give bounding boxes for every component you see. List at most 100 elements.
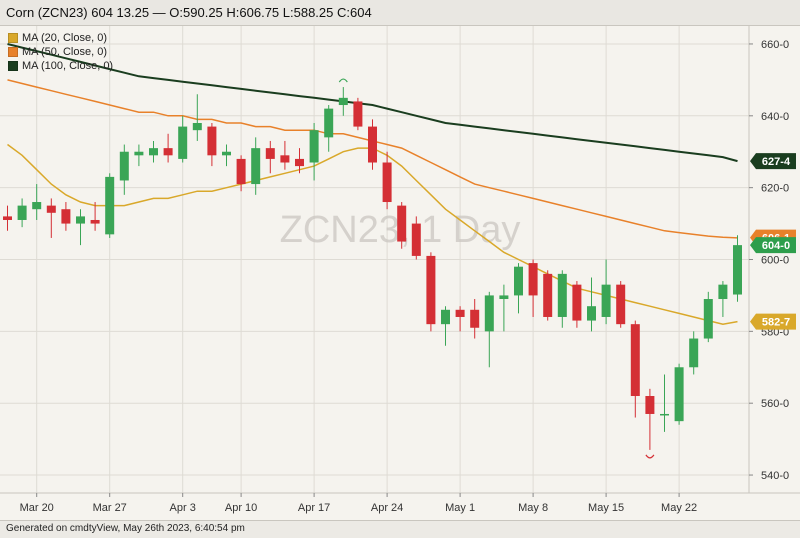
high-marker [338, 78, 348, 83]
candle-body [441, 309, 450, 325]
chart-header: Corn (ZCN23) 604 13.25 — O:590.25 H:606.… [0, 0, 800, 26]
legend-swatch [8, 47, 18, 57]
candle-body [674, 367, 684, 422]
candle-body [514, 266, 523, 296]
candle-body [718, 284, 728, 300]
ma100-line [7, 43, 738, 163]
grid-lines [0, 26, 749, 493]
candle-up [309, 122, 319, 181]
price-tag-bg [750, 313, 796, 330]
y-tick-label: 640-0 [761, 111, 789, 123]
legend-label: MA (20, Close, 0) [22, 32, 107, 44]
y-tick-label: 620-0 [761, 183, 789, 195]
price-tag-label: 627-4 [762, 156, 791, 168]
time-axis[interactable]: Mar 20 Mar 27 Apr 3 Apr 10 Apr 17 Apr 24 May 1… [20, 493, 698, 514]
x-tick-label: May 22 [661, 502, 697, 514]
candle-body [236, 158, 246, 185]
candle-down [397, 202, 407, 249]
candle-body [382, 162, 392, 203]
symbol-quote-line: Corn (ZCN23) 604 13.25 — O:590.25 H:606.… [6, 5, 372, 20]
candle-up [689, 331, 699, 375]
price-tag-label: 604-0 [762, 240, 790, 252]
candle-up [105, 173, 115, 238]
candle-body [163, 148, 173, 156]
x-tick-label: Apr 24 [371, 502, 403, 514]
candle-body [324, 108, 334, 138]
candle-down [353, 97, 363, 131]
y-tick-label: 560-0 [761, 398, 789, 410]
generated-timestamp: Generated on cmdtyView, May 26th 2023, 6… [6, 523, 245, 534]
candle-body [105, 176, 115, 235]
candle-body [660, 413, 669, 416]
legend-item[interactable]: MA (50, Close, 0) [8, 45, 113, 59]
legend-item[interactable]: MA (20, Close, 0) [8, 31, 113, 45]
price-tag-label: 582-7 [762, 317, 790, 329]
x-tick-label: Apr 3 [170, 502, 196, 514]
candle-body [76, 216, 85, 224]
legend-swatch [8, 33, 18, 43]
candle-body [616, 284, 626, 325]
candle-up [601, 259, 611, 325]
candle-up [587, 277, 596, 332]
candle-body [353, 101, 363, 127]
candle-body [397, 205, 407, 242]
plot-background [0, 26, 800, 520]
price-tag-bg [750, 153, 796, 170]
indicator-legend: MA (20, Close, 0) MA (50, Close, 0) MA (10… [8, 31, 113, 73]
candle-up [119, 144, 129, 195]
candle-up [76, 209, 85, 246]
candle-up [441, 306, 450, 346]
candle-down [630, 320, 640, 418]
x-tick-label: May 8 [518, 502, 548, 514]
price-tag-bg [750, 237, 796, 254]
candle-body [645, 396, 655, 414]
y-tick-label: 600-0 [761, 255, 789, 267]
candle-body [484, 295, 494, 332]
candle-body [689, 338, 699, 368]
candle-up [674, 363, 684, 425]
candle-body [470, 309, 480, 328]
candle-body [411, 223, 421, 256]
candle-body [46, 205, 56, 213]
candle-up [17, 198, 27, 228]
candle-down [645, 388, 655, 450]
candle-body [572, 284, 582, 321]
candle-body [587, 306, 596, 321]
candle-body [557, 273, 567, 317]
x-tick-label: Apr 17 [298, 502, 330, 514]
candle-down [90, 202, 100, 231]
candle-body [17, 205, 27, 220]
candle-down [382, 151, 392, 210]
candle-up [338, 87, 348, 116]
candle-up [733, 235, 742, 302]
x-tick-label: Mar 20 [20, 502, 54, 514]
legend-item[interactable]: MA (100, Close, 0) [8, 59, 113, 73]
candle-body [630, 324, 640, 397]
candle-body [90, 219, 100, 224]
candle-down [3, 205, 12, 231]
y-tick-label: 540-0 [761, 470, 789, 482]
candle-down [543, 270, 553, 321]
candle-up [178, 115, 188, 163]
candle-up [324, 105, 334, 152]
chart-footer: Generated on cmdtyView, May 26th 2023, 6… [0, 520, 800, 538]
candle-up [134, 144, 144, 167]
x-tick-label: May 15 [588, 502, 624, 514]
x-tick-label: Apr 10 [225, 502, 257, 514]
candle-down [368, 119, 377, 170]
candle-down [280, 140, 290, 170]
candle-up [192, 94, 202, 141]
candle-down [455, 306, 465, 332]
candle-up [660, 374, 669, 432]
candle-body [426, 255, 436, 325]
price-tag: 582-7 [750, 313, 796, 330]
candle-body [295, 158, 304, 167]
candle-up [703, 291, 713, 343]
candle-up [718, 281, 728, 317]
candle-body [368, 126, 377, 163]
legend-label: MA (50, Close, 0) [22, 46, 107, 58]
low-marker [645, 454, 655, 459]
